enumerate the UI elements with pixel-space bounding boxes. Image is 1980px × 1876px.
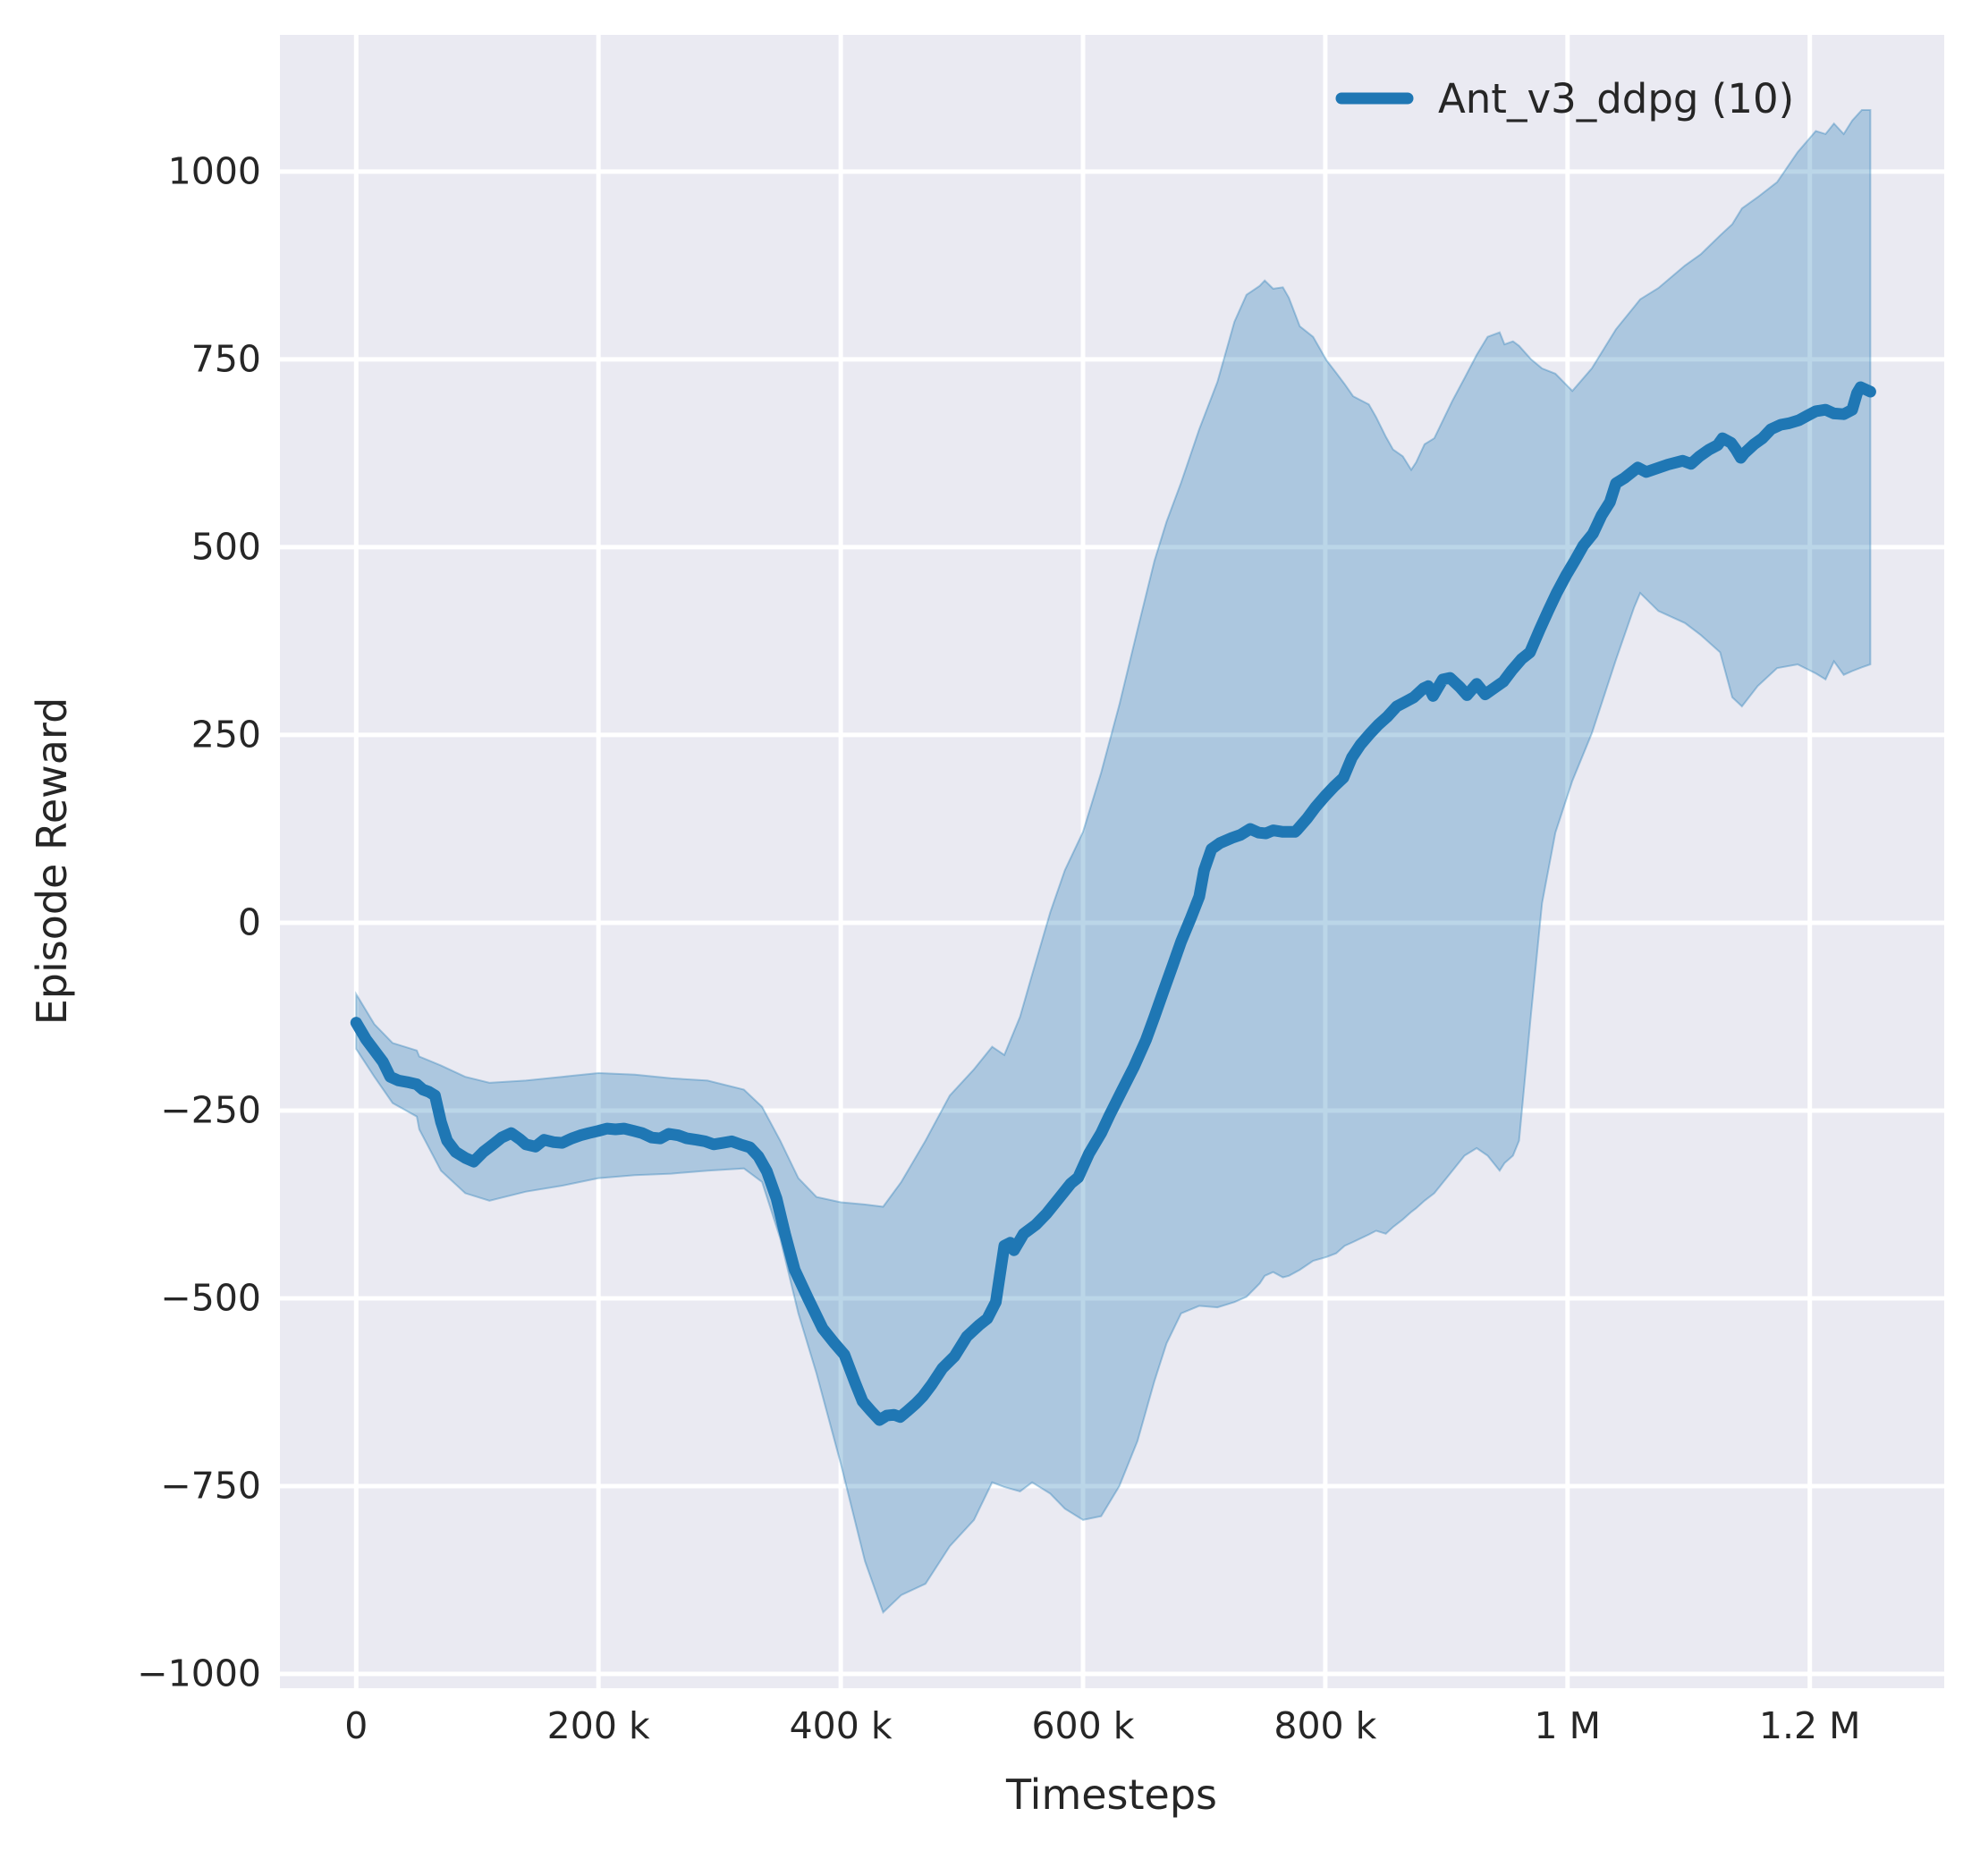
y-tick-label: −1000 xyxy=(137,1652,261,1695)
x-tick-label: 0 xyxy=(344,1704,368,1747)
y-tick-label: 0 xyxy=(237,900,261,944)
y-tick-label: 250 xyxy=(190,713,261,756)
mean-line xyxy=(350,381,1876,1426)
legend-line-icon xyxy=(1335,92,1414,105)
y-tick-label: −500 xyxy=(160,1276,261,1320)
y-tick-label: −750 xyxy=(160,1464,261,1508)
x-tick-label: 1.2 M xyxy=(1758,1704,1861,1747)
legend-label: Ant_v3_ddpg (10) xyxy=(1438,74,1795,123)
plot-background xyxy=(280,35,1944,1688)
y-axis-label: Episode Reward xyxy=(28,697,76,1026)
legend: Ant_v3_ddpg (10) xyxy=(1335,72,1794,124)
y-tick-label: 1000 xyxy=(167,149,261,193)
confidence-band xyxy=(355,109,1872,1614)
x-tick-label: 800 k xyxy=(1273,1704,1377,1747)
x-axis-label: Timesteps xyxy=(1005,1770,1218,1819)
x-tick-label: 600 k xyxy=(1031,1704,1135,1747)
x-tick-label: 400 k xyxy=(789,1704,893,1747)
plot-svg xyxy=(280,35,1944,1688)
y-tick-label: −250 xyxy=(160,1088,261,1132)
x-tick-label: 1 M xyxy=(1534,1704,1602,1747)
y-tick-label: 750 xyxy=(190,337,261,381)
x-tick-label: 200 k xyxy=(546,1704,650,1747)
y-tick-label: 500 xyxy=(190,525,261,569)
